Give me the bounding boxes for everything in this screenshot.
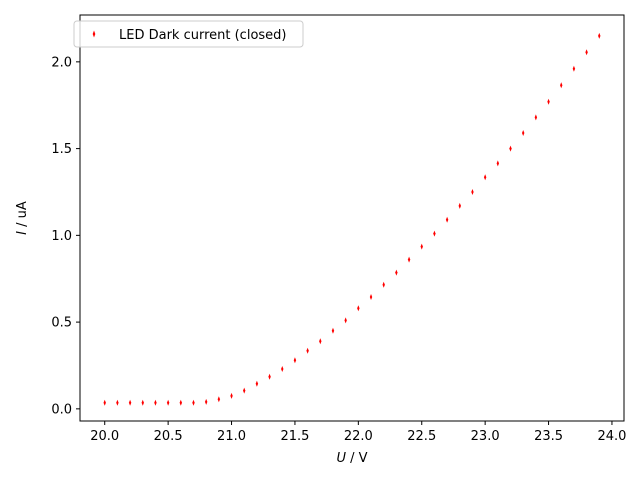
data-point	[420, 243, 423, 250]
x-axis-unit: / V	[346, 451, 368, 466]
x-tick-label: 24.0	[597, 429, 626, 444]
y-tick-label: 0.0	[51, 402, 72, 417]
data-point	[192, 399, 195, 406]
data-point	[357, 305, 360, 312]
data-point	[585, 49, 588, 56]
data-point	[166, 399, 170, 406]
y-tick-label: 1.0	[51, 229, 72, 244]
data-point	[369, 293, 373, 300]
data-point	[572, 65, 576, 72]
data-point	[154, 399, 157, 406]
data-point	[560, 82, 563, 89]
data-point	[293, 357, 297, 364]
y-axis-ticks: 0.0 0.5 1.0 1.5 2.0	[51, 55, 80, 417]
data-point	[331, 327, 335, 334]
x-axis-variable: U	[336, 451, 346, 466]
y-tick-label: 2.0	[51, 55, 72, 70]
x-tick-label: 23.5	[534, 429, 563, 444]
data-point	[243, 387, 246, 394]
y-axis-unit: / uA	[15, 201, 30, 231]
data-point	[521, 129, 525, 136]
data-point	[445, 216, 449, 223]
data-point	[217, 396, 221, 403]
data-point	[268, 373, 271, 380]
data-point	[395, 269, 398, 276]
x-tick-label: 20.0	[90, 429, 119, 444]
legend-label-led-dark-current: LED Dark current (closed)	[119, 28, 287, 43]
legend-box	[73, 20, 304, 48]
data-points	[103, 32, 601, 406]
data-point	[458, 202, 461, 209]
data-point	[281, 365, 284, 372]
y-tick-label: 1.5	[51, 142, 72, 157]
data-point	[128, 399, 132, 406]
data-point	[230, 392, 233, 399]
legend: LED Dark current (closed)	[73, 20, 304, 48]
data-point	[103, 399, 106, 406]
data-point	[116, 399, 119, 406]
data-point	[534, 114, 538, 121]
data-point	[471, 188, 474, 195]
data-point	[204, 398, 208, 405]
data-point	[496, 160, 500, 167]
data-point	[483, 174, 487, 181]
data-point	[255, 380, 259, 387]
data-point	[306, 347, 309, 354]
x-tick-label: 22.5	[407, 429, 436, 444]
plot-area	[80, 15, 624, 421]
x-tick-label: 21.5	[280, 429, 309, 444]
x-axis-label: U / V	[336, 451, 367, 466]
data-point	[547, 98, 550, 105]
x-axis-ticks: 20.0 20.5 21.0 21.5 22.0 22.5 23.0 23.5 24.0	[90, 421, 626, 444]
x-tick-label: 22.0	[344, 429, 373, 444]
x-tick-label: 23.0	[471, 429, 500, 444]
data-point	[179, 399, 183, 406]
y-axis-label: I / uA	[15, 201, 30, 235]
y-axis-variable: I	[15, 231, 30, 235]
data-point	[319, 338, 322, 345]
data-point	[407, 256, 411, 263]
x-tick-label: 21.0	[217, 429, 246, 444]
data-point	[509, 145, 512, 152]
legend-marker	[92, 30, 96, 38]
data-point	[598, 32, 601, 39]
plot-frame	[79, 14, 625, 422]
data-point	[433, 230, 436, 237]
data-point	[344, 317, 347, 324]
y-tick-label: 0.5	[51, 316, 72, 331]
x-tick-label: 20.5	[154, 429, 183, 444]
data-point	[141, 399, 144, 406]
data-point	[382, 281, 385, 288]
